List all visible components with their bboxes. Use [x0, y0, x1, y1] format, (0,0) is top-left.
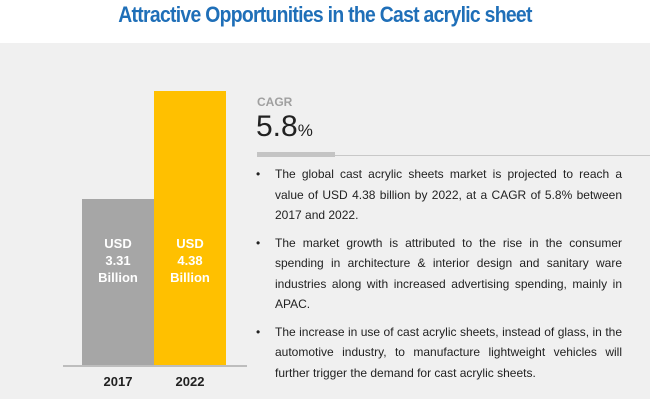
page-title: Attractive Opportunities in the Cast acr… — [118, 2, 532, 27]
cagr-label: CAGR — [257, 95, 293, 109]
divider — [335, 155, 650, 156]
cagr-value: 5.8% — [256, 110, 313, 144]
x-tick-label: 2017 — [103, 374, 133, 389]
bullet-item: The increase in use of cast acrylic shee… — [256, 322, 622, 384]
data-label-line: Billion — [170, 270, 210, 285]
data-label-line: 3.31 — [105, 253, 131, 268]
cagr-number: 5.8 — [256, 110, 298, 143]
chart-baseline — [63, 365, 247, 367]
x-tick-label: 2022 — [175, 374, 205, 389]
data-label-line: Billion — [98, 270, 138, 285]
bullet-item: The global cast acrylic sheets market is… — [256, 164, 622, 226]
bar-data-label: USD 3.31 Billion — [82, 235, 154, 286]
bullet-list: The global cast acrylic sheets market is… — [256, 164, 622, 390]
data-label-line: USD — [176, 236, 204, 251]
bar-data-label: USD 4.38 Billion — [154, 235, 226, 286]
data-label-line: 4.38 — [177, 253, 203, 268]
cagr-underline — [257, 152, 335, 157]
bar-2022 — [154, 91, 226, 365]
data-label-line: USD — [104, 236, 132, 251]
bar-2017 — [82, 199, 154, 365]
bullet-item: The market growth is attributed to the r… — [256, 233, 622, 315]
cagr-unit: % — [297, 121, 313, 140]
